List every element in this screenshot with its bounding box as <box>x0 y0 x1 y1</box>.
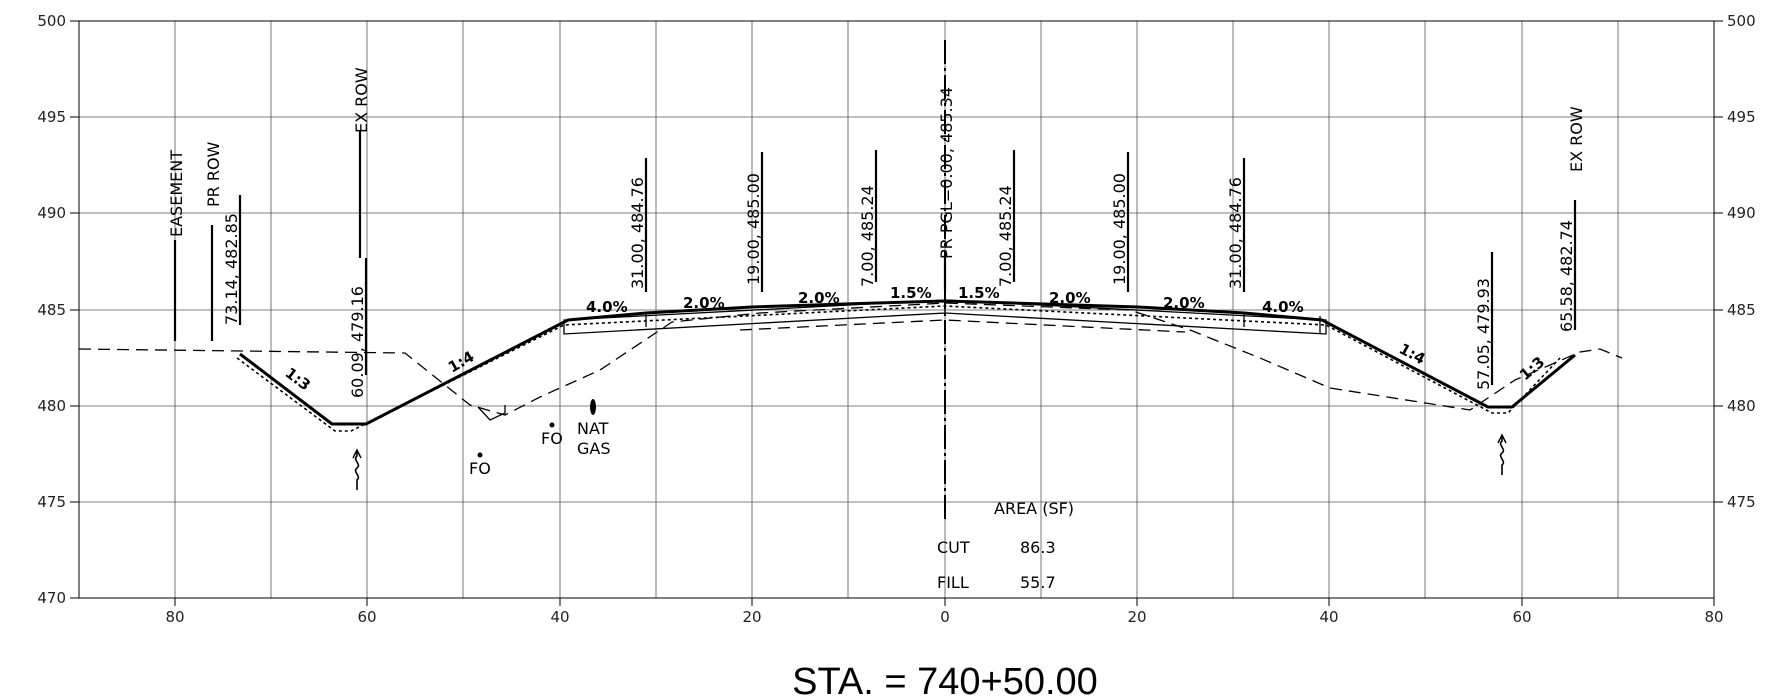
nat-gas-marker <box>590 399 596 415</box>
break-symbol-left <box>354 450 360 490</box>
y-tick-490-right: 490 <box>1727 204 1756 222</box>
fill-value: 55.7 <box>1020 573 1056 592</box>
x-tick-40-left: 40 <box>550 608 569 626</box>
subgrade-line <box>236 305 1561 432</box>
pavement-layer-right <box>944 299 1327 335</box>
x-tick-40-right: 40 <box>1319 608 1338 626</box>
y-tick-500: 500 <box>37 12 66 30</box>
cut-label: CUT <box>937 538 970 557</box>
station-leaders <box>173 130 1577 385</box>
break-arrow-right <box>1497 433 1507 444</box>
slope-1-5pct-right: 1.5% <box>958 284 1000 302</box>
existing-ground-line-2 <box>739 319 1186 333</box>
fill-label: FILL <box>937 573 969 592</box>
slope-4pct-right: 4.0% <box>1262 298 1304 316</box>
y-tick-475-right: 475 <box>1727 493 1756 511</box>
nat-gas-label-2: GAS <box>577 439 611 458</box>
label-right-57: 57.05, 479.93 <box>1474 278 1493 390</box>
x-tick-20-right: 20 <box>1127 608 1146 626</box>
slope-1-4-left: 1:4 <box>445 347 477 376</box>
y-tick-490: 490 <box>37 204 66 222</box>
fo-label-2: FO <box>469 459 491 478</box>
y-tick-485: 485 <box>37 301 66 319</box>
label-ex-row-left-elev: 60.09, 479.16 <box>348 286 367 398</box>
label-right-31: 31.00, 484.76 <box>1226 177 1245 289</box>
cut-value: 86.3 <box>1020 538 1056 557</box>
label-left-7: 7.00, 485.24 <box>858 185 877 287</box>
slope-2pct-left-inner: 2.0% <box>798 289 840 307</box>
fo-label-1: FO <box>541 429 563 448</box>
break-arrow-left <box>352 448 362 459</box>
label-right-7: 7.00, 485.24 <box>996 185 1015 287</box>
y-tick-475: 475 <box>37 493 66 511</box>
slope-2pct-right-outer: 2.0% <box>1163 294 1205 312</box>
slope-2pct-left-outer: 2.0% <box>683 294 725 312</box>
ditch-left-vshape <box>477 405 506 421</box>
x-tick-20-left: 20 <box>742 608 761 626</box>
y-tick-470: 470 <box>37 589 66 607</box>
x-tick-60-right: 60 <box>1512 608 1531 626</box>
grid-lines <box>78 20 1715 599</box>
x-tick-80-left: 80 <box>165 608 184 626</box>
nat-gas-label-1: NAT <box>577 419 609 438</box>
area-title: AREA (SF) <box>994 499 1074 518</box>
y-axis-left: 500 495 490 485 480 475 470 <box>37 12 79 607</box>
x-tick-60-left: 60 <box>357 608 376 626</box>
slope-4pct-left: 4.0% <box>586 298 628 316</box>
fo-marker-2 <box>477 452 483 458</box>
label-easement: EASEMENT <box>167 150 186 237</box>
label-pr-row: PR ROW <box>204 141 223 207</box>
label-right-65: 65.58, 482.74 <box>1557 220 1576 332</box>
label-left-31: 31.00, 484.76 <box>628 177 647 289</box>
slope-1-5pct-left: 1.5% <box>890 284 932 302</box>
y-tick-495-right: 495 <box>1727 108 1756 126</box>
label-centerline-pgl: PR PGL=0.00, 485.34 <box>937 87 956 259</box>
label-left-19: 19.00, 485.00 <box>744 173 763 285</box>
proposed-finished-grade <box>239 299 1576 426</box>
x-axis: 80 60 40 20 0 20 40 60 80 <box>165 598 1724 626</box>
slope-2pct-right-inner: 2.0% <box>1049 289 1091 307</box>
x-tick-0: 0 <box>940 608 950 626</box>
label-ex-row-right: EX ROW <box>1567 106 1586 172</box>
break-symbol-right <box>1499 435 1505 475</box>
slope-1-4-right: 1:4 <box>1396 340 1428 369</box>
y-tick-495: 495 <box>37 108 66 126</box>
y-axis-right: 500 495 490 485 480 475 <box>1714 12 1756 511</box>
y-tick-480-right: 480 <box>1727 397 1756 415</box>
y-tick-480: 480 <box>37 397 66 415</box>
y-tick-485-right: 485 <box>1727 301 1756 319</box>
station-title: STA. = 740+50.00 <box>792 661 1098 700</box>
x-tick-80-right: 80 <box>1704 608 1723 626</box>
label-right-19: 19.00, 485.00 <box>1110 173 1129 285</box>
fo-marker-1 <box>549 422 555 428</box>
y-tick-500-right: 500 <box>1727 12 1756 30</box>
label-pr-row-elev: 73.14, 482.85 <box>222 213 241 325</box>
label-ex-row-left: EX ROW <box>352 67 371 133</box>
existing-ground-line <box>78 302 1623 416</box>
